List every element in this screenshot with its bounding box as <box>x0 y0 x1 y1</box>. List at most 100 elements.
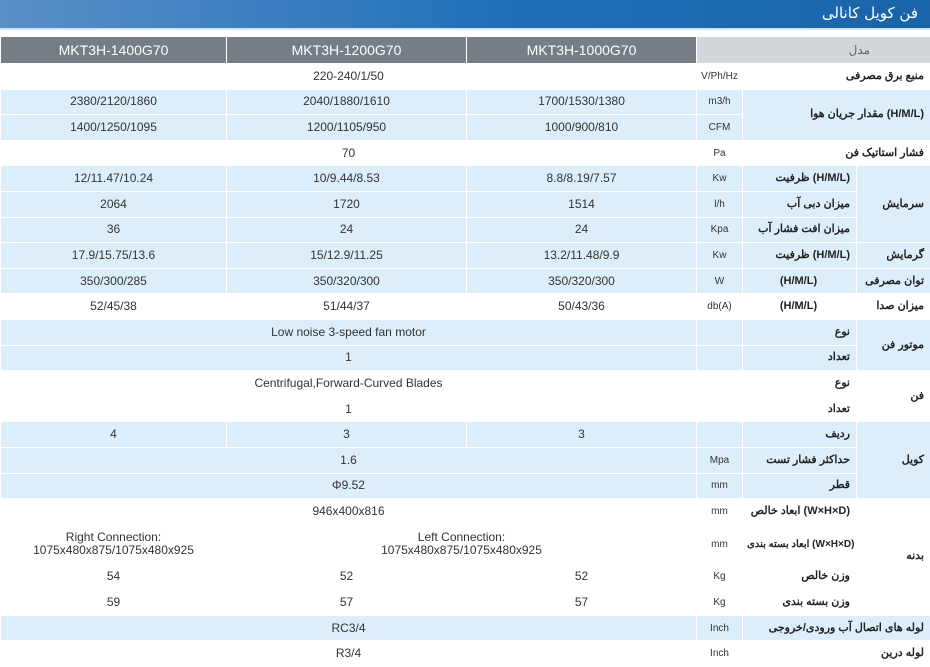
cell-unit: Kpa <box>697 217 743 243</box>
pack-dim-left-line2: 1075x480x875/1075x480x925 <box>231 544 692 557</box>
row-label: ردیف <box>743 422 857 448</box>
cell-value: 2040/1880/1610 <box>227 89 467 115</box>
table-row: Φ9.52 mm قطر <box>1 473 930 499</box>
table-row: 1.6 Mpa حداکثر فشار تست <box>1 447 930 473</box>
table-row: R3/4 Inch لوله درین <box>1 641 930 667</box>
table-row: 36 24 24 Kpa میزان افت فشار آب <box>1 217 930 243</box>
cell-unit: mm <box>697 499 743 525</box>
cell-unit: V/Ph/Hz <box>697 64 743 90</box>
row-label: ظرفیت (H/M/L) <box>743 243 857 269</box>
cell-value: 24 <box>467 217 697 243</box>
cell-unit <box>697 345 743 371</box>
row-label: قطر <box>743 473 857 499</box>
table-row: Centrifugal,Forward-Curved Blades نوع فن <box>1 371 930 397</box>
table-row: 1 تعداد <box>1 396 930 422</box>
group-label: فن <box>857 371 930 422</box>
cell-value: 36 <box>1 217 227 243</box>
table-row: RC3/4 Inch لوله های اتصال آب ورودی/خروجی <box>1 615 930 641</box>
cell-unit: W <box>697 268 743 294</box>
cell-value: 220-240/1/50 <box>1 64 697 90</box>
cell-value: 52/45/38 <box>1 294 227 320</box>
cell-value: 51/44/37 <box>227 294 467 320</box>
page-header: فن کویل کانالی <box>0 0 930 30</box>
cell-unit: m3/h <box>697 89 743 115</box>
row-label: تعداد <box>743 345 857 371</box>
group-label: موتور فن <box>857 319 930 370</box>
table-header-row: MKT3H-1400G70 MKT3H-1200G70 MKT3H-1000G7… <box>1 37 930 64</box>
table-row: 59 57 57 Kg وزن بسته بندی <box>1 590 930 616</box>
header-stripe <box>0 28 930 30</box>
cell-unit <box>697 422 743 448</box>
cell-value: 4 <box>1 422 227 448</box>
table-row: Low noise 3-speed fan motor نوع موتور فن <box>1 319 930 345</box>
spec-table: MKT3H-1400G70 MKT3H-1200G70 MKT3H-1000G7… <box>0 36 930 667</box>
cell-value: Centrifugal,Forward-Curved Blades <box>1 371 697 397</box>
model-header: MKT3H-1000G70 <box>467 37 697 64</box>
row-label: میزان دبی آب <box>743 191 857 217</box>
cell-value: 10/9.44/8.53 <box>227 166 467 192</box>
cell-value: 24 <box>227 217 467 243</box>
cell-value: 1720 <box>227 191 467 217</box>
row-label: لوله درین <box>743 641 930 667</box>
cell-value: 350/300/285 <box>1 268 227 294</box>
row-label: (H/M/L) <box>743 294 857 320</box>
cell-value: 52 <box>227 564 467 590</box>
row-label: وزن بسته بندی <box>743 590 857 616</box>
pack-dim-right-line2: 1075x480x875/1075x480x925 <box>5 544 222 557</box>
cell-unit <box>697 396 743 422</box>
group-label: کویل <box>857 422 930 499</box>
group-label: توان مصرفی <box>857 268 930 294</box>
cell-value: R3/4 <box>1 641 697 667</box>
cell-unit: db(A) <box>697 294 743 320</box>
row-label: نوع <box>743 371 857 397</box>
cell-value: 1 <box>1 345 697 371</box>
row-label: میزان افت فشار آب <box>743 217 857 243</box>
table-row: 17.9/15.75/13.6 15/12.9/11.25 13.2/11.48… <box>1 243 930 269</box>
row-label: لوله های اتصال آب ورودی/خروجی <box>743 615 930 641</box>
cell-value: Left Connection: 1075x480x875/1075x480x9… <box>227 524 697 564</box>
table-row: 350/300/285 350/320/300 350/320/300 W (H… <box>1 268 930 294</box>
row-label: فشار استاتیک فن <box>743 140 930 166</box>
cell-value: 70 <box>1 140 697 166</box>
cell-value: RC3/4 <box>1 615 697 641</box>
cell-value: 1700/1530/1380 <box>467 89 697 115</box>
group-label: بدنه <box>857 499 930 616</box>
cell-unit: Inch <box>697 615 743 641</box>
cell-unit: Inch <box>697 641 743 667</box>
row-label: منبع برق مصرفی <box>743 64 930 90</box>
cell-value: 1.6 <box>1 447 697 473</box>
cell-value: 1514 <box>467 191 697 217</box>
cell-value: 57 <box>227 590 467 616</box>
table-row: 220-240/1/50 V/Ph/Hz منبع برق مصرفی <box>1 64 930 90</box>
row-label: مقدار جریان هوا (H/M/L) <box>743 89 930 140</box>
table-row: 1 تعداد <box>1 345 930 371</box>
group-label: سرمایش <box>857 166 930 243</box>
row-label: نوع <box>743 319 857 345</box>
page-title: فن کویل کانالی <box>822 4 918 22</box>
group-label: گرمایش <box>857 243 930 269</box>
cell-value: 50/43/36 <box>467 294 697 320</box>
cell-value: 52 <box>467 564 697 590</box>
cell-value: 15/12.9/11.25 <box>227 243 467 269</box>
row-label: تعداد <box>743 396 857 422</box>
model-header: MKT3H-1400G70 <box>1 37 227 64</box>
cell-unit <box>697 319 743 345</box>
cell-value: 2064 <box>1 191 227 217</box>
cell-value: 13.2/11.48/9.9 <box>467 243 697 269</box>
table-row: 4 3 3 ردیف کویل <box>1 422 930 448</box>
table-row: 70 Pa فشار استاتیک فن <box>1 140 930 166</box>
model-label: مدل <box>697 37 930 64</box>
row-label: ابعاد خالص (W×H×D) <box>743 499 857 525</box>
cell-value: Φ9.52 <box>1 473 697 499</box>
cell-value: 12/11.47/10.24 <box>1 166 227 192</box>
row-label: ابعاد بسته بندی (W×H×D) <box>743 524 857 564</box>
cell-value: 8.8/8.19/7.57 <box>467 166 697 192</box>
cell-value: 1 <box>1 396 697 422</box>
cell-value: 946x400x816 <box>1 499 697 525</box>
cell-unit: l/h <box>697 191 743 217</box>
cell-unit: Kw <box>697 166 743 192</box>
cell-value: Low noise 3-speed fan motor <box>1 319 697 345</box>
cell-unit: Pa <box>697 140 743 166</box>
cell-value: 2380/2120/1860 <box>1 89 227 115</box>
cell-value: 17.9/15.75/13.6 <box>1 243 227 269</box>
